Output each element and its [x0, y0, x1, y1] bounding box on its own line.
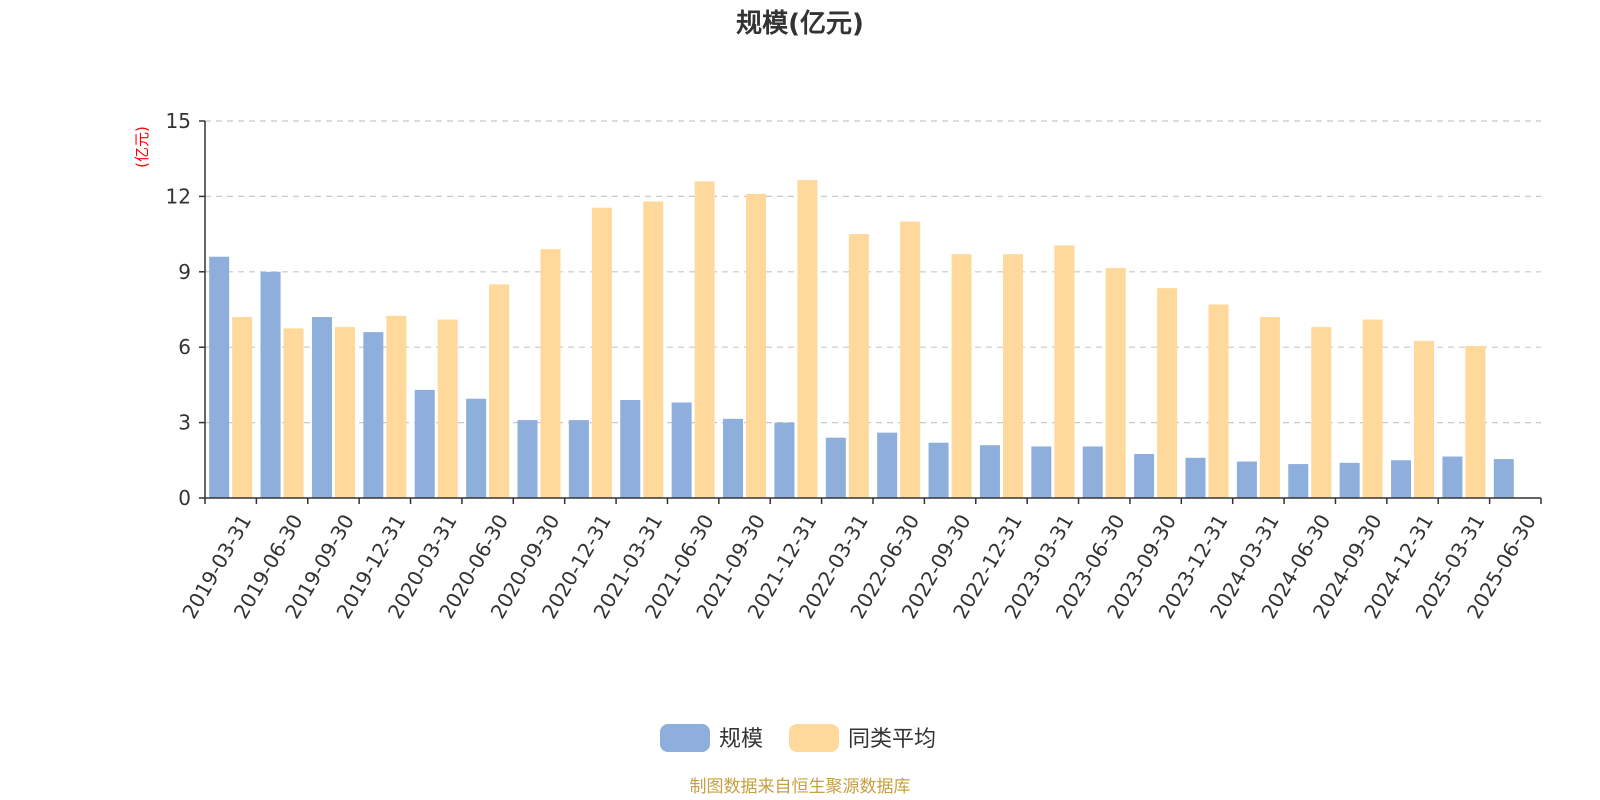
bar-scale[interactable] [1339, 462, 1360, 498]
legend-label: 规模 [719, 727, 763, 752]
bar-scale[interactable] [1288, 464, 1309, 498]
bar-scale[interactable] [414, 389, 435, 498]
bar-scale[interactable] [260, 271, 281, 498]
chart-title: 规模(亿元) [736, 9, 864, 39]
bar-scale[interactable] [311, 317, 332, 498]
bar-scale[interactable] [979, 445, 1000, 498]
y-tick-label: 0 [178, 486, 191, 510]
bar-peer-average[interactable] [1414, 340, 1435, 498]
bar-scale[interactable] [466, 398, 487, 498]
bar-scale[interactable] [774, 422, 795, 498]
bar-scale[interactable] [363, 332, 384, 498]
bar-scale[interactable] [825, 437, 846, 498]
y-tick-label: 6 [178, 335, 191, 359]
bar-peer-average[interactable] [951, 254, 972, 498]
bar-scale[interactable] [1236, 461, 1257, 498]
bar-scale[interactable] [620, 399, 641, 498]
bar-scale[interactable] [1493, 459, 1514, 498]
legend-swatch [660, 724, 710, 752]
y-axis-label: (亿元) [133, 126, 151, 168]
bar-scale[interactable] [1185, 457, 1206, 498]
axes [199, 120, 1542, 504]
bar-peer-average[interactable] [1054, 245, 1075, 498]
y-tick-label: 15 [166, 109, 191, 133]
bar-peer-average[interactable] [900, 221, 921, 499]
bar-peer-average[interactable] [1362, 319, 1383, 498]
bar-scale[interactable] [1442, 456, 1463, 498]
y-tick-label: 3 [178, 411, 191, 435]
bar-peer-average[interactable] [746, 193, 767, 499]
bar-scale[interactable] [877, 432, 898, 498]
y-tick-label: 9 [178, 260, 191, 284]
bar-scale[interactable] [928, 442, 949, 498]
bar-peer-average[interactable] [232, 317, 253, 498]
bar-peer-average[interactable] [1208, 304, 1229, 498]
bar-scale[interactable] [1391, 460, 1412, 498]
legend-swatch [789, 724, 839, 752]
bar-peer-average[interactable] [386, 315, 407, 498]
bar-scale[interactable] [517, 420, 538, 498]
bar-peer-average[interactable] [1105, 268, 1126, 498]
legend[interactable]: 规模 同类平均 [660, 724, 936, 752]
bar-peer-average[interactable] [1259, 317, 1280, 498]
bar-scale[interactable] [723, 418, 744, 498]
y-tick-labels: 0 3 6 9 12 15 [166, 109, 191, 510]
bar-scale[interactable] [671, 402, 692, 498]
bar-peer-average[interactable] [591, 207, 612, 498]
bar-scale[interactable] [1134, 454, 1155, 498]
bar-peer-average[interactable] [797, 180, 818, 498]
bar-peer-average[interactable] [1311, 327, 1332, 498]
bar-peer-average[interactable] [437, 319, 458, 498]
bar-peer-average[interactable] [1157, 288, 1178, 498]
x-tick-labels: 2019-03-312019-06-302019-09-302019-12-31… [177, 510, 1541, 623]
bar-peer-average[interactable] [694, 181, 715, 498]
data-source-note: 制图数据来自恒生聚源数据库 [690, 777, 911, 797]
bar-peer-average[interactable] [489, 284, 510, 498]
bar-scale[interactable] [1082, 446, 1103, 498]
bar-peer-average[interactable] [540, 249, 561, 498]
bar-peer-average[interactable] [1465, 345, 1486, 498]
legend-item-peer-average[interactable]: 同类平均 [789, 724, 936, 752]
bar-peer-average[interactable] [643, 201, 664, 498]
bar-peer-average[interactable] [1002, 254, 1023, 498]
legend-item-scale[interactable]: 规模 [660, 724, 763, 752]
y-tick-label: 12 [166, 184, 191, 208]
bar-peer-average[interactable] [283, 328, 304, 498]
bar-scale[interactable] [1031, 446, 1052, 498]
bar-scale[interactable] [568, 420, 589, 498]
bars [209, 180, 1514, 499]
bar-peer-average[interactable] [848, 234, 869, 498]
bar-peer-average[interactable] [334, 327, 355, 498]
legend-label: 同类平均 [848, 727, 936, 752]
bar-scale[interactable] [209, 256, 230, 498]
